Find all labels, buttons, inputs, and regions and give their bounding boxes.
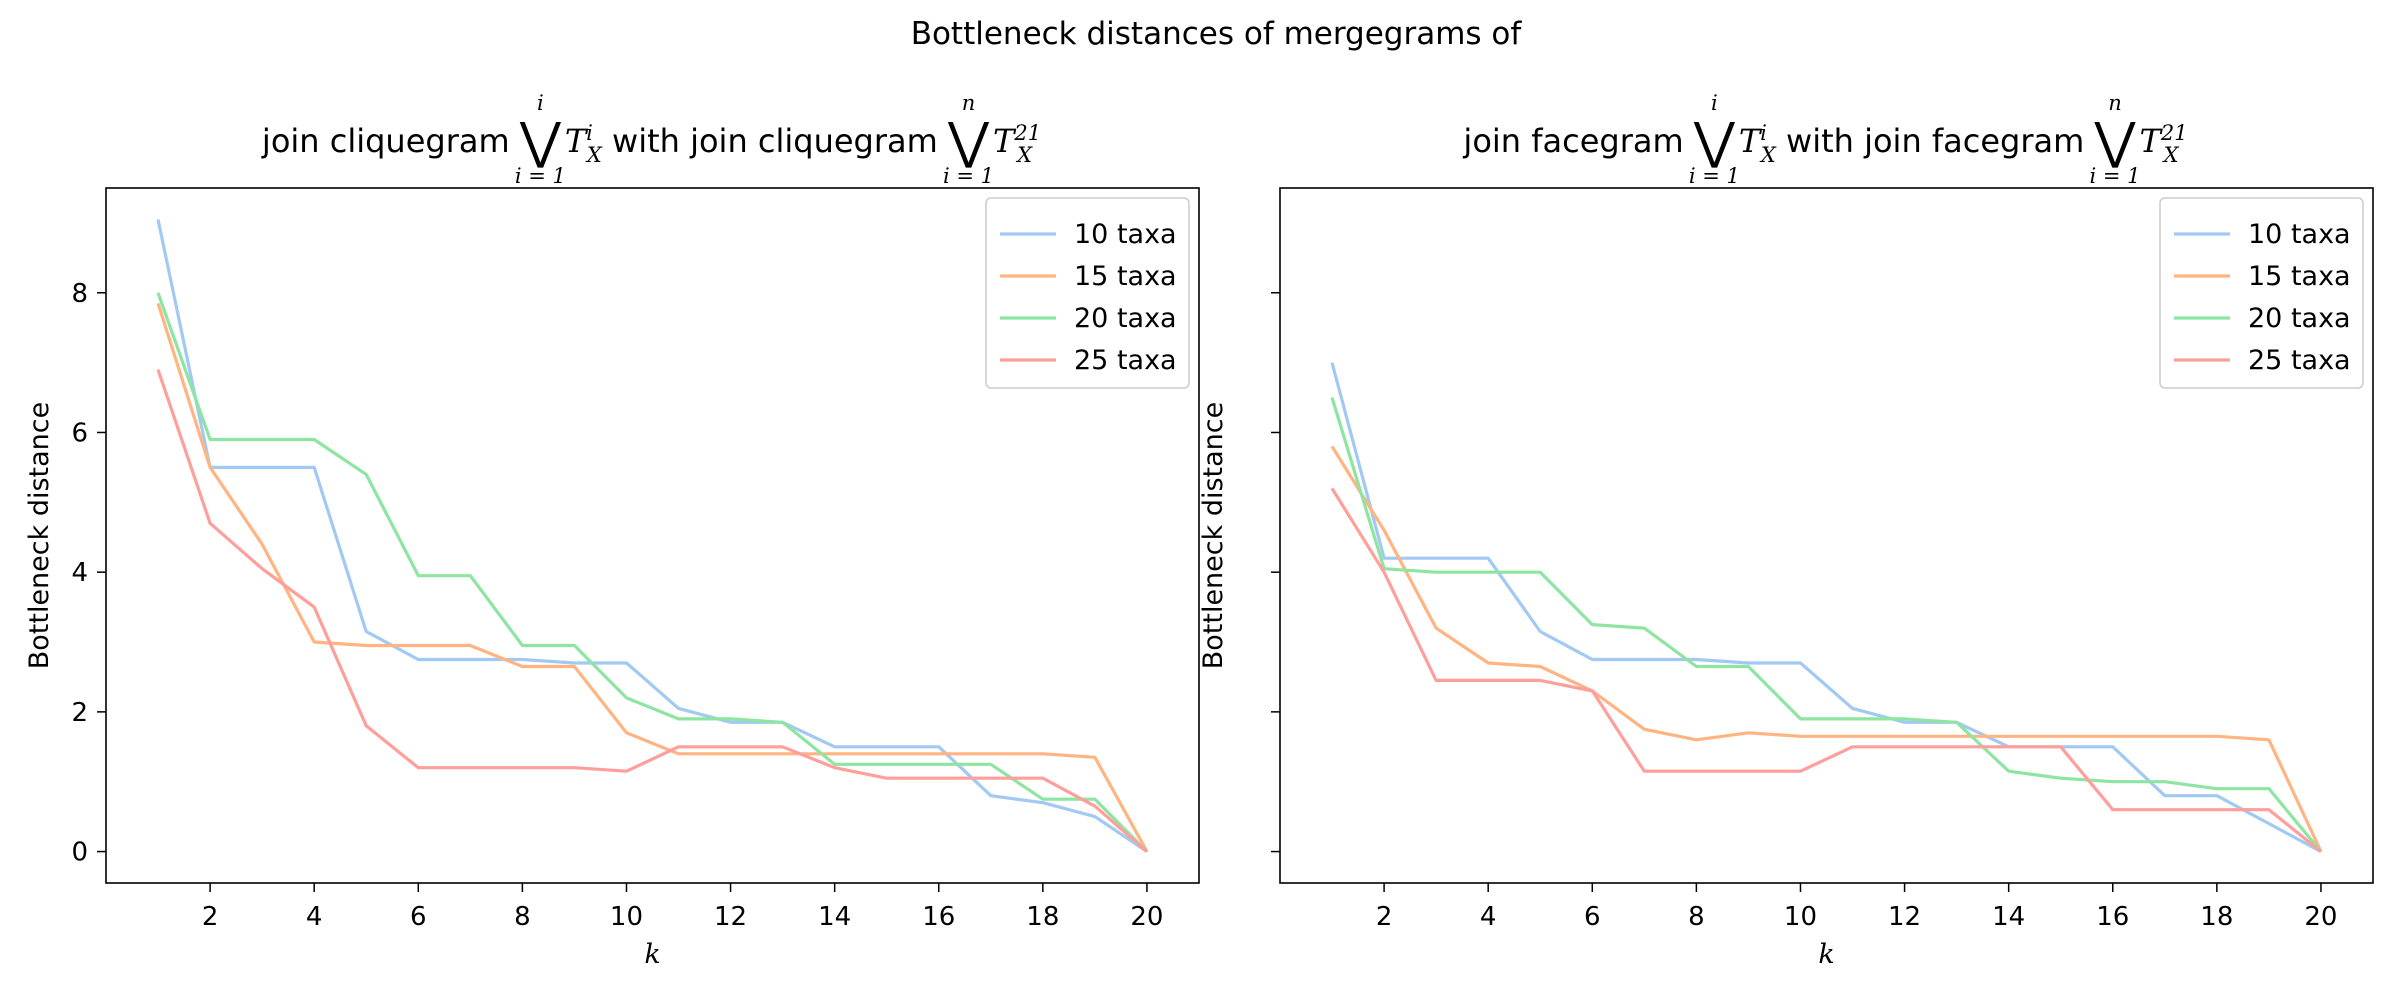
x-tick-label: 20 (1130, 902, 1163, 932)
title-prefix: join cliquegram (261, 122, 520, 160)
big-vee-operator: ⋁ (947, 112, 990, 170)
x-tick-label: 10 (610, 902, 643, 932)
title-subscript: X (585, 143, 603, 167)
series-line-10-taxa (1330, 362, 2322, 854)
operator-upper-limit: i (1711, 91, 1718, 115)
x-tick-label: 4 (1480, 902, 1497, 932)
y-axis-label: Bottleneck distance (24, 402, 55, 670)
title-subscript: X (1015, 143, 1033, 167)
y-tick-label: 4 (71, 558, 88, 588)
series-line-10-taxa (156, 219, 1148, 853)
figure-suptitle: Bottleneck distances of mergegrams of (911, 16, 1523, 52)
operator-lower-limit: i = 1 (2089, 164, 2140, 188)
title-subscript: X (1759, 143, 1777, 167)
legend-label: 20 taxa (2248, 303, 2351, 334)
x-axis-label: k (644, 939, 660, 970)
operator-upper-limit: i (537, 91, 544, 115)
operator-lower-limit: i = 1 (943, 164, 994, 188)
x-tick-label: 20 (2304, 902, 2337, 932)
title-prefix: join facegram (1462, 122, 1693, 160)
legend-label: 15 taxa (1074, 261, 1177, 292)
operator-lower-limit: i = 1 (515, 164, 566, 188)
x-tick-label: 14 (1992, 902, 2025, 932)
x-tick-label: 16 (922, 902, 955, 932)
x-tick-label: 12 (1888, 902, 1921, 932)
y-tick-label: 8 (71, 279, 88, 309)
x-tick-label: 8 (514, 902, 531, 932)
big-vee-operator: ⋁ (519, 112, 562, 170)
title-tree-symbol: T (993, 122, 1017, 160)
chart-title-text: join cliquegram ⋁ Ti X with join cliquegra… (261, 112, 1041, 170)
legend-box (985, 197, 1190, 389)
left-chart-panel: join cliquegram ⋁ Ti X with join cliquegra… (24, 91, 1200, 970)
title-middle: with join cliquegram (602, 122, 948, 160)
series-line-25-taxa (156, 369, 1149, 853)
x-tick-label: 6 (410, 902, 427, 932)
chart-title: join cliquegram ⋁ Ti X with join cliquegra… (261, 91, 1041, 188)
x-tick-label: 16 (2096, 902, 2129, 932)
legend-box (2159, 197, 2364, 389)
title-tree-symbol: T (565, 122, 589, 160)
legend-label: 10 taxa (1074, 219, 1177, 250)
x-tick-label: 10 (1784, 902, 1817, 932)
x-axis-label: k (1818, 939, 1834, 970)
x-tick-label: 18 (1026, 902, 1059, 932)
series-line-15-taxa (1330, 445, 2323, 853)
title-middle: with join facegram (1776, 122, 2095, 160)
legend-label: 10 taxa (2248, 219, 2351, 250)
legend-label: 15 taxa (2248, 261, 2351, 292)
x-tick-label: 18 (2200, 902, 2233, 932)
big-vee-operator: ⋁ (1693, 112, 1736, 170)
title-tree-symbol: T (2139, 122, 2163, 160)
legend-label: 25 taxa (1074, 345, 1177, 376)
operator-lower-limit: i = 1 (1689, 164, 1740, 188)
y-tick-label: 6 (71, 418, 88, 448)
series-line-20-taxa (156, 292, 1149, 853)
y-axis-label: Bottleneck distance (1198, 402, 1229, 670)
x-tick-label: 4 (306, 902, 323, 932)
series-line-15-taxa (156, 302, 1149, 853)
x-tick-label: 2 (202, 902, 219, 932)
title-superscript: i (586, 121, 593, 145)
plot-frame (105, 187, 1200, 884)
title-superscript: 21 (2160, 121, 2188, 145)
x-tick-label: 2 (1376, 902, 1393, 932)
title-superscript: i (1760, 121, 1767, 145)
x-tick-label: 14 (818, 902, 851, 932)
title-subscript: X (2162, 143, 2180, 167)
operator-upper-limit: n (2108, 91, 2122, 115)
series-line-25-taxa (1330, 487, 2323, 853)
chart-title-text: join facegram ⋁ Ti X with join facegram ⋁ T… (1462, 112, 2187, 170)
plot-frame (1279, 187, 2374, 884)
legend-label: 25 taxa (2248, 345, 2351, 376)
x-tick-label: 6 (1584, 902, 1601, 932)
legend-label: 20 taxa (1074, 303, 1177, 334)
right-chart-panel: join facegram ⋁ Ti X with join facegram ⋁ T… (1198, 91, 2374, 970)
x-tick-label: 8 (1688, 902, 1705, 932)
x-tick-label: 12 (714, 902, 747, 932)
big-vee-operator: ⋁ (2093, 112, 2136, 170)
operator-upper-limit: n (962, 91, 976, 115)
title-superscript: 21 (1013, 121, 1041, 145)
y-tick-label: 0 (71, 838, 88, 868)
y-tick-label: 2 (71, 698, 88, 728)
chart-title: join facegram ⋁ Ti X with join facegram ⋁ T… (1462, 91, 2187, 188)
title-tree-symbol: T (1739, 122, 1763, 160)
series-line-20-taxa (1330, 397, 2323, 853)
